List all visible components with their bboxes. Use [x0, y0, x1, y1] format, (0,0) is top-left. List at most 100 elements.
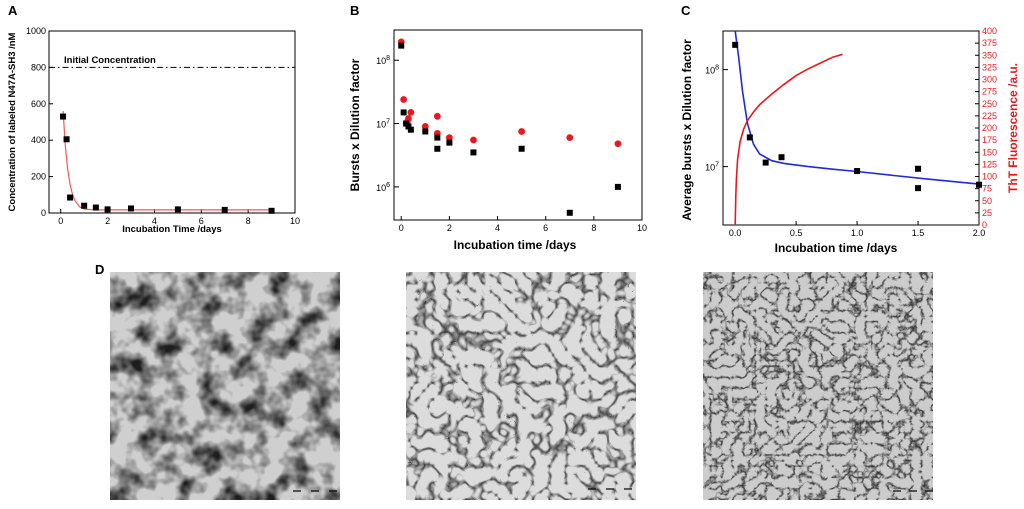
panel-c-point: [746, 134, 753, 141]
panel-c-ytick-label: 108: [705, 65, 719, 76]
panel-c-ytick-right-label: 350: [982, 50, 997, 60]
panel-c-point: [854, 168, 861, 175]
panel-c-xtick-label: 2.0: [973, 228, 986, 238]
panel-d: D: [95, 262, 933, 500]
panel-b-xtick-label: 10: [637, 223, 647, 233]
panel-b-red-point: [400, 96, 408, 103]
panel-b-letter: B: [350, 3, 359, 18]
panel-b-red-point: [405, 115, 412, 122]
panel-b-black-point: [566, 209, 573, 216]
panel-b-marks: [397, 38, 622, 216]
micrograph-3: [703, 272, 933, 500]
panel-c-ytick-right-label: 125: [982, 159, 997, 169]
panel-b: B 0 2 4 6 8 10 106 107 108 Incubation time /days…: [348, 3, 647, 252]
panel-b-red-point: [518, 128, 526, 135]
panel-c-ytick-right-label: 200: [982, 123, 997, 133]
panel-a-ytick-label: 800: [31, 62, 46, 72]
panel-b-ylabel: Bursts x Dilution factor: [348, 58, 362, 191]
panel-b-black-point: [407, 126, 414, 133]
panel-b-red-point: [421, 123, 429, 130]
panel-c-ylabel-right: ThT Fluorescence /a.u.: [1006, 63, 1020, 193]
panel-b-black-point: [470, 149, 477, 156]
panel-c-ytick-right-label: 300: [982, 75, 997, 85]
panel-b-xtick-label: 4: [495, 223, 500, 233]
panel-c-ytick-label: 107: [705, 162, 719, 173]
panel-c-xtick-label: 0.0: [729, 228, 742, 238]
panel-c-bursts-fit-line: [734, 30, 980, 185]
panel-d-letter: D: [95, 262, 104, 277]
panel-b-black-point: [446, 139, 453, 146]
panel-a-fit-line: [62, 111, 272, 211]
panel-c-ytick-right-label: 100: [982, 172, 997, 182]
panel-a-point: [221, 206, 228, 213]
panel-a-xtick-label: 0: [58, 216, 63, 226]
micrograph-1: [110, 272, 340, 500]
panel-b-black-point: [422, 128, 429, 135]
panel-a-ytick-label: 1000: [26, 26, 46, 36]
panel-b-ytick-label: 108: [376, 55, 390, 66]
panel-b-black-point: [434, 145, 441, 152]
panel-a-ylabel: Concentration of labeled N47A-SH3 /nM: [7, 32, 18, 211]
panel-b-black-point: [398, 42, 405, 49]
panel-c-point: [915, 165, 922, 172]
panel-c-point: [762, 159, 769, 166]
panel-a-point: [92, 204, 99, 211]
panel-a-xtick-label: 8: [246, 216, 251, 226]
panel-b-frame: [393, 29, 643, 221]
panel-a-point: [104, 206, 111, 213]
panel-c-ytick-right-label: 75: [982, 184, 992, 194]
panel-c-ytick-right-label: 325: [982, 62, 997, 72]
panel-b-black-point: [434, 134, 441, 141]
panel-a-point: [128, 205, 134, 212]
panel-c-ytick-right-label: 250: [982, 99, 997, 109]
panel-a-marks: [60, 113, 275, 214]
panel-a-point: [63, 136, 70, 143]
panel-c-point: [778, 154, 785, 161]
panel-b-red-point: [566, 134, 574, 142]
panel-b-xtick-label: 8: [591, 223, 596, 233]
panel-c-frame: [722, 30, 980, 226]
panel-c-ylabel: Average bursts x Dilution factor: [680, 39, 694, 221]
panel-a-ytick-label: 600: [31, 99, 46, 109]
panel-c-ytick-right-label: 175: [982, 135, 997, 145]
panel-c-point: [732, 41, 739, 48]
panel-c-ytick-right-label: 375: [982, 38, 997, 48]
panel-c-ytick-right-label: 275: [982, 87, 997, 97]
panel-c-xtick-label: 1.5: [912, 228, 925, 238]
panel-c-ytick-right-label: 400: [982, 26, 997, 36]
panel-b-red-point: [445, 134, 453, 142]
panel-c-xtick-label: 0.5: [790, 228, 803, 238]
panel-a-frame: [48, 30, 296, 214]
panel-a: A 0 2 4 6 8 10 0 200 400 600 800 1000 Initial Conce…: [7, 3, 300, 235]
panel-a-point: [81, 202, 88, 209]
panel-b-black-point: [400, 109, 407, 116]
panel-c-xtick-label: 1.0: [851, 228, 864, 238]
panel-b-ytick-label: 107: [376, 119, 390, 130]
panel-a-letter: A: [8, 3, 18, 18]
panel-b-xtick-label: 6: [543, 223, 548, 233]
panel-a-annotation: Initial Concentration: [64, 55, 156, 66]
panel-a-point: [174, 206, 181, 213]
panel-c-marks: [732, 41, 982, 192]
panel-c-point: [915, 185, 922, 192]
micrograph-2: [406, 272, 636, 500]
panel-c-ytick-right-label: 150: [982, 147, 997, 157]
panel-b-xtick-label: 0: [399, 223, 404, 233]
panel-c-ytick-right-label: 25: [982, 208, 992, 218]
panel-a-point: [67, 194, 74, 201]
panel-a-point: [268, 207, 275, 214]
panel-c: C 0.0 0.5 1.0 1.5 2.0 107 108 0 25 50 75 100 125 150 1…: [680, 3, 1020, 255]
panel-c-ytick-right-label: 50: [982, 196, 992, 206]
panel-a-ytick-label: 0: [41, 208, 46, 218]
panel-c-tht-line: [734, 53, 843, 226]
panel-c-ticks: 0.0 0.5 1.0 1.5 2.0 107 108 0 25 50 75 100 125 150 175…: [705, 26, 997, 238]
panel-b-xlabel: Incubation time /days: [454, 238, 577, 252]
panel-a-point: [60, 113, 67, 120]
panel-a-ytick-label: 200: [31, 172, 46, 182]
panel-c-point: [976, 181, 982, 188]
panel-a-xlabel: Incubation Time /days: [122, 224, 222, 235]
panel-b-black-point: [614, 183, 621, 190]
panel-b-red-point: [407, 108, 415, 116]
panel-b-red-point: [433, 112, 441, 120]
panel-a-xtick-label: 2: [105, 216, 110, 226]
